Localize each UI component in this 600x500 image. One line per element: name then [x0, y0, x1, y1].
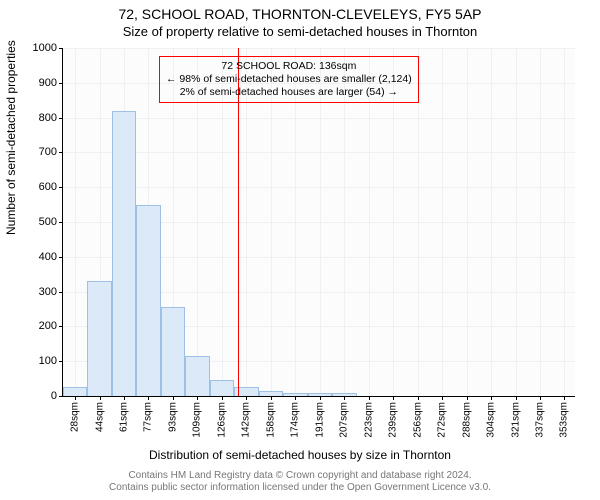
x-tick-mark [540, 396, 541, 400]
y-tick-mark [59, 396, 63, 397]
histogram-bar [112, 111, 136, 396]
x-tick-mark [124, 396, 125, 400]
gridline-v [564, 48, 565, 396]
x-tick-label: 288sqm [461, 402, 472, 438]
y-tick-label: 1000 [33, 42, 57, 54]
x-tick-mark [197, 396, 198, 400]
x-tick-label: 353sqm [559, 402, 570, 438]
x-tick-mark [344, 396, 345, 400]
histogram-bar [259, 391, 283, 396]
x-tick-mark [246, 396, 247, 400]
x-tick-mark [418, 396, 419, 400]
gridline-v [516, 48, 517, 396]
x-tick-mark [148, 396, 149, 400]
gridline-v [491, 48, 492, 396]
x-tick-mark [320, 396, 321, 400]
chart-title: 72, SCHOOL ROAD, THORNTON-CLEVELEYS, FY5… [0, 6, 600, 22]
annotation-box: 72 SCHOOL ROAD: 136sqm← 98% of semi-deta… [159, 56, 419, 103]
y-tick-mark [59, 152, 63, 153]
x-tick-mark [75, 396, 76, 400]
y-tick-mark [59, 326, 63, 327]
x-tick-label: 142sqm [241, 402, 252, 438]
y-tick-mark [59, 361, 63, 362]
histogram-bar [87, 281, 111, 396]
x-tick-mark [467, 396, 468, 400]
x-tick-mark [564, 396, 565, 400]
histogram-bar [161, 307, 185, 396]
x-tick-label: 337sqm [534, 402, 545, 438]
histogram-bar [332, 393, 356, 396]
x-tick-mark [369, 396, 370, 400]
x-tick-label: 61sqm [118, 402, 129, 432]
histogram-bar [136, 205, 160, 396]
y-tick-label: 0 [51, 390, 57, 402]
x-tick-label: 28sqm [70, 402, 81, 432]
x-tick-label: 93sqm [167, 402, 178, 432]
x-tick-label: 272sqm [437, 402, 448, 438]
chart-subtitle: Size of property relative to semi-detach… [0, 24, 600, 39]
y-tick-label: 800 [39, 112, 57, 124]
histogram-bar [63, 387, 87, 396]
x-tick-mark [295, 396, 296, 400]
gridline-v [540, 48, 541, 396]
x-tick-label: 44sqm [94, 402, 105, 432]
x-tick-label: 191sqm [314, 402, 325, 438]
x-tick-label: 207sqm [339, 402, 350, 438]
x-tick-label: 239sqm [388, 402, 399, 438]
y-tick-mark [59, 48, 63, 49]
y-tick-mark [59, 187, 63, 188]
y-tick-label: 500 [39, 216, 57, 228]
y-tick-label: 100 [39, 355, 57, 367]
x-tick-label: 256sqm [412, 402, 423, 438]
x-tick-mark [491, 396, 492, 400]
y-tick-mark [59, 83, 63, 84]
y-tick-label: 300 [39, 286, 57, 298]
annotation-line: 2% of semi-detached houses are larger (5… [166, 86, 412, 99]
x-tick-label: 304sqm [486, 402, 497, 438]
annotation-line: ← 98% of semi-detached houses are smalle… [166, 73, 412, 86]
x-tick-mark [271, 396, 272, 400]
gridline-v [442, 48, 443, 396]
x-tick-label: 109sqm [192, 402, 203, 438]
x-tick-mark [173, 396, 174, 400]
x-tick-label: 223sqm [363, 402, 374, 438]
y-tick-mark [59, 118, 63, 119]
x-tick-mark [442, 396, 443, 400]
x-axis-label: Distribution of semi-detached houses by … [0, 448, 600, 462]
y-tick-mark [59, 257, 63, 258]
y-tick-mark [59, 292, 63, 293]
histogram-bar [185, 356, 209, 396]
x-tick-label: 126sqm [216, 402, 227, 438]
footer-attribution: Contains HM Land Registry data © Crown c… [0, 470, 600, 494]
x-tick-label: 321sqm [510, 402, 521, 438]
x-tick-mark [100, 396, 101, 400]
y-axis-label: Number of semi-detached properties [4, 40, 18, 235]
histogram-bar [210, 380, 234, 396]
histogram-bar [283, 393, 307, 396]
gridline-v [75, 48, 76, 396]
y-tick-label: 200 [39, 320, 57, 332]
x-tick-mark [516, 396, 517, 400]
y-tick-label: 900 [39, 77, 57, 89]
x-tick-label: 174sqm [290, 402, 301, 438]
footer-line-2: Contains public sector information licen… [0, 482, 600, 494]
y-tick-label: 700 [39, 146, 57, 158]
y-tick-label: 400 [39, 251, 57, 263]
histogram-bar [308, 393, 332, 396]
x-tick-mark [393, 396, 394, 400]
x-tick-label: 77sqm [143, 402, 154, 432]
y-tick-mark [59, 222, 63, 223]
y-tick-label: 600 [39, 181, 57, 193]
x-tick-label: 158sqm [265, 402, 276, 438]
x-tick-mark [222, 396, 223, 400]
annotation-line: 72 SCHOOL ROAD: 136sqm [166, 60, 412, 73]
plot-area: 0100200300400500600700800900100028sqm44s… [62, 48, 575, 397]
gridline-v [467, 48, 468, 396]
footer-line-1: Contains HM Land Registry data © Crown c… [0, 470, 600, 482]
